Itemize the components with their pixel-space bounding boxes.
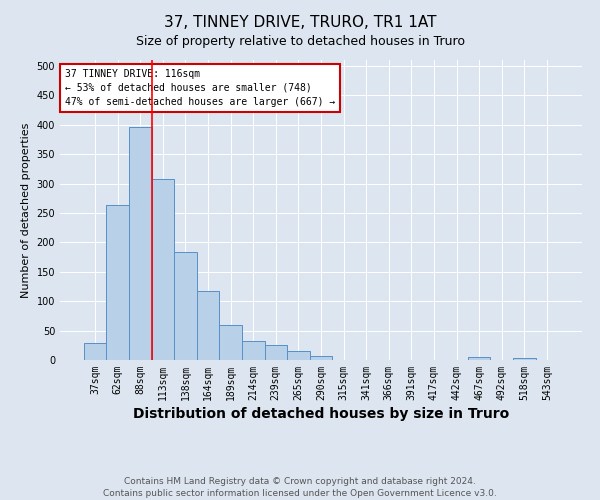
Bar: [174, 252, 197, 360]
Text: 37 TINNEY DRIVE: 116sqm
← 53% of detached houses are smaller (748)
47% of semi-d: 37 TINNEY DRIVE: 116sqm ← 53% of detache…: [65, 69, 335, 107]
Bar: [106, 206, 129, 360]
X-axis label: Distribution of detached houses by size in Truro: Distribution of detached houses by size …: [133, 407, 509, 421]
Bar: [152, 180, 174, 360]
Text: Contains HM Land Registry data © Crown copyright and database right 2024.
Contai: Contains HM Land Registry data © Crown c…: [103, 476, 497, 498]
Bar: [197, 290, 220, 360]
Bar: [129, 127, 152, 360]
Bar: [265, 346, 287, 360]
Text: 37, TINNEY DRIVE, TRURO, TR1 1AT: 37, TINNEY DRIVE, TRURO, TR1 1AT: [164, 15, 436, 30]
Bar: [242, 340, 265, 360]
Bar: [220, 326, 242, 360]
Bar: [84, 343, 106, 360]
Bar: [310, 356, 332, 360]
Text: Size of property relative to detached houses in Truro: Size of property relative to detached ho…: [136, 35, 464, 48]
Bar: [287, 351, 310, 360]
Bar: [468, 357, 490, 360]
Y-axis label: Number of detached properties: Number of detached properties: [21, 122, 31, 298]
Bar: [513, 358, 536, 360]
